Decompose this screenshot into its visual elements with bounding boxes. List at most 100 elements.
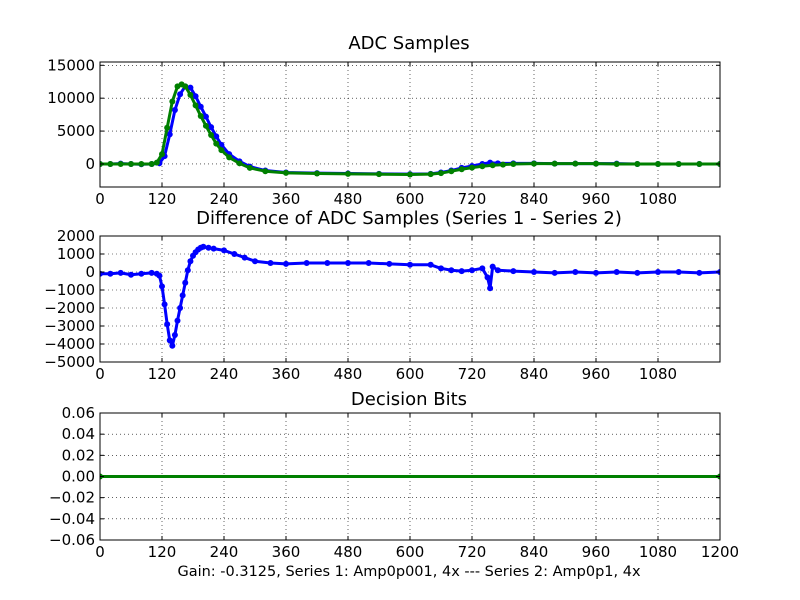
series-1-point [531, 269, 537, 275]
x-tick-label: 720 [458, 543, 487, 561]
y-tick-label: −1000 [44, 281, 95, 299]
x-tick-label: 0 [95, 543, 105, 561]
series-1-point [675, 269, 682, 275]
series-1-point [161, 301, 168, 308]
x-tick-label: 0 [95, 365, 105, 383]
series-1-point [166, 131, 173, 138]
series-2-point [187, 91, 194, 98]
series-2-point [376, 171, 382, 178]
series-1-point [469, 267, 475, 274]
series-2-point [192, 102, 199, 109]
series-1-point [182, 279, 189, 286]
series-1-point [200, 243, 207, 250]
series-1-point [187, 258, 194, 265]
x-tick-label: 1080 [639, 365, 677, 383]
series-2-point [213, 140, 220, 147]
series-2-point [218, 147, 225, 154]
series-2-point [572, 160, 579, 167]
series-2-point [159, 151, 165, 158]
series-2-point [696, 160, 703, 167]
y-tick-label: 0.02 [62, 446, 95, 464]
series-1-point [572, 269, 579, 275]
panel-3-axes: 0 120 240 360 480 600 720 840 960 1080 1200 −0.06 −0… [49, 404, 739, 561]
x-tick-label: 1200 [701, 543, 739, 561]
x-tick-label: 1080 [639, 190, 677, 208]
series-2-point [128, 160, 134, 167]
series-2-point [551, 160, 558, 167]
series-1-point [345, 260, 351, 266]
series-2-point [458, 166, 465, 173]
series-1-point [221, 247, 227, 254]
series-1-point [187, 84, 194, 91]
series-2-point [510, 160, 517, 167]
series-1-point [148, 269, 155, 276]
series-1-point [303, 260, 310, 266]
x-tick-label: 360 [272, 543, 301, 561]
series-1-point [202, 113, 209, 120]
series-1-line [100, 245, 720, 348]
series-1-point [696, 269, 703, 276]
series-2-point [148, 160, 155, 167]
series-2-point [613, 160, 620, 167]
x-tick-label: 120 [148, 190, 177, 208]
x-tick-label: 1080 [639, 543, 677, 561]
series-2-point [500, 161, 506, 168]
series-1-point [205, 244, 212, 251]
series-1-point [128, 271, 134, 278]
panel-1-title: ADC Samples [348, 33, 469, 54]
series-1-point [231, 251, 238, 257]
y-tick-label: 0.00 [62, 468, 95, 486]
series-1-point [179, 292, 186, 299]
series-1-point [655, 269, 661, 275]
series-1-point [438, 265, 444, 272]
series-1-point [208, 124, 215, 131]
series-1-point [210, 245, 217, 252]
x-tick-label: 720 [458, 365, 487, 383]
series-2-point [262, 168, 269, 175]
series-1-point [241, 254, 248, 261]
series-1-point [458, 268, 465, 275]
x-tick-label: 600 [396, 190, 425, 208]
series-2-point [634, 160, 641, 167]
x-tick-label: 0 [95, 190, 105, 208]
panel-2-title: Difference of ADC Samples (Series 1 - Se… [196, 208, 622, 229]
x-tick-label: 840 [520, 190, 549, 208]
series-1-point [448, 267, 455, 274]
series-1-point [169, 342, 176, 349]
x-tick-label: 120 [148, 365, 177, 383]
series-1-point [177, 91, 184, 98]
x-tick-label: 600 [396, 365, 425, 383]
series-1-point [613, 269, 620, 275]
series-2-point [675, 160, 682, 167]
series-1-point [197, 103, 204, 110]
plot-area [100, 243, 720, 349]
series-2-point [153, 159, 160, 166]
series-2-line [100, 82, 720, 176]
x-tick-label: 840 [520, 365, 549, 383]
series-1-point [551, 269, 558, 276]
series-2-point [448, 168, 455, 175]
series-1-point [484, 274, 491, 281]
series-2-point [182, 83, 189, 90]
series-1-point [117, 269, 124, 276]
x-tick-label: 480 [334, 365, 363, 383]
series-2-point [469, 164, 475, 171]
series-2-point [438, 170, 444, 177]
y-tick-label: 2000 [57, 227, 95, 245]
series-1-point [174, 317, 181, 324]
series-1-point [386, 260, 393, 267]
series-2-point [283, 169, 289, 176]
x-tick-label: 360 [272, 365, 301, 383]
y-tick-label: 0 [85, 263, 95, 281]
y-tick-label: −2000 [44, 299, 95, 317]
series-2-point [593, 160, 599, 167]
y-tick-label: −5000 [44, 353, 95, 371]
series-2-point [117, 160, 124, 167]
y-tick-label: 15000 [47, 56, 95, 74]
x-tick-label: 720 [458, 190, 487, 208]
series-2-point [531, 160, 537, 167]
series-1-point [159, 283, 165, 290]
y-tick-label: −0.06 [49, 531, 95, 549]
panel-3-title: Decision Bits [351, 389, 467, 410]
